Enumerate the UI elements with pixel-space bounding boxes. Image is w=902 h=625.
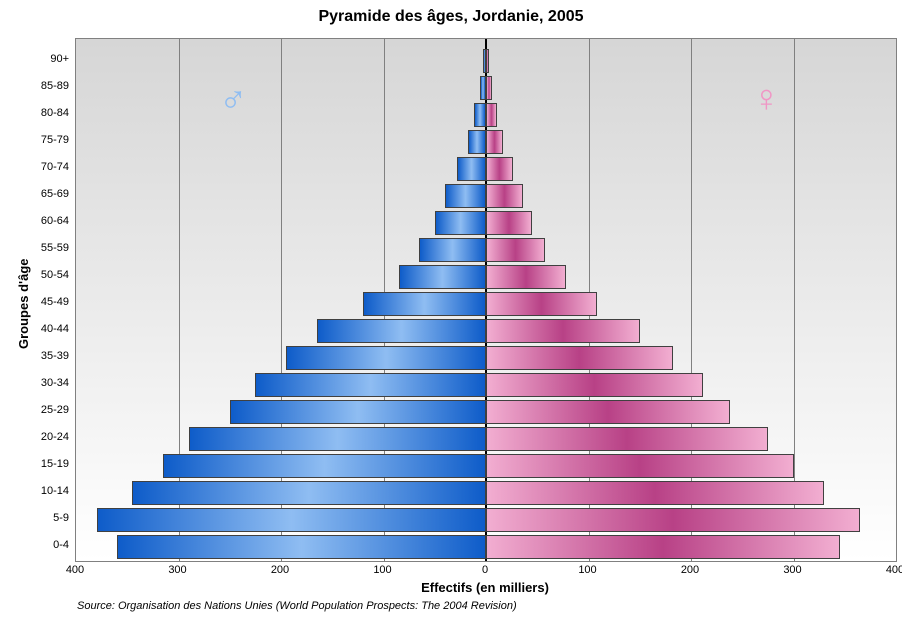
bar-row: [76, 400, 896, 424]
bar-row: [76, 535, 896, 559]
male-bar: [132, 481, 486, 505]
female-bar: [486, 427, 768, 451]
male-bar: [163, 454, 486, 478]
x-tick-label: 200: [260, 564, 300, 576]
female-bar: [486, 157, 513, 181]
bar-row: [76, 157, 896, 181]
female-bar: [486, 238, 545, 262]
x-tick-label: 100: [568, 564, 608, 576]
male-bar: [474, 103, 486, 127]
y-tick-label: 65-69: [25, 188, 69, 200]
male-bar: [189, 427, 486, 451]
bar-row: [76, 130, 896, 154]
male-bar: [468, 130, 486, 154]
x-axis-label: Effectifs (en milliers): [75, 580, 895, 595]
female-bar: [486, 481, 824, 505]
y-tick-label: 50-54: [25, 269, 69, 281]
x-tick-label: 200: [670, 564, 710, 576]
y-tick-label: 55-59: [25, 242, 69, 254]
bar-row: [76, 454, 896, 478]
bar-row: [76, 211, 896, 235]
chart-title: Pyramide des âges, Jordanie, 2005: [0, 8, 902, 26]
y-tick-label: 60-64: [25, 215, 69, 227]
female-icon: ♀: [752, 78, 781, 121]
bar-row: [76, 238, 896, 262]
male-bar: [317, 319, 486, 343]
y-tick-label: 0-4: [25, 539, 69, 551]
y-tick-label: 90+: [25, 53, 69, 65]
female-bar: [486, 454, 794, 478]
bar-row: [76, 346, 896, 370]
male-bar: [230, 400, 486, 424]
x-tick-label: 300: [158, 564, 198, 576]
female-bar: [486, 319, 640, 343]
y-tick-label: 15-19: [25, 458, 69, 470]
female-bar: [486, 373, 703, 397]
male-bar: [435, 211, 486, 235]
female-bar: [486, 292, 597, 316]
y-tick-label: 85-89: [25, 80, 69, 92]
x-tick-label: 0: [465, 564, 505, 576]
y-tick-label: 80-84: [25, 107, 69, 119]
y-tick-label: 30-34: [25, 377, 69, 389]
x-tick-label: 400: [55, 564, 95, 576]
y-tick-label: 10-14: [25, 485, 69, 497]
male-bar: [457, 157, 486, 181]
male-bar: [419, 238, 486, 262]
y-tick-label: 40-44: [25, 323, 69, 335]
bar-row: [76, 184, 896, 208]
source-text: Source: Organisation des Nations Unies (…: [77, 600, 517, 612]
bar-row: [76, 427, 896, 451]
male-bar: [117, 535, 486, 559]
bar-row: [76, 292, 896, 316]
female-bar: [486, 508, 860, 532]
male-bar: [445, 184, 486, 208]
female-bar: [486, 76, 492, 100]
x-tick-label: 400: [875, 564, 902, 576]
y-tick-label: 75-79: [25, 134, 69, 146]
bar-row: [76, 508, 896, 532]
female-bar: [486, 265, 566, 289]
male-bar: [363, 292, 486, 316]
y-tick-label: 70-74: [25, 161, 69, 173]
female-bar: [486, 535, 840, 559]
y-tick-label: 45-49: [25, 296, 69, 308]
female-bar: [486, 346, 673, 370]
male-icon: ♂: [219, 78, 248, 121]
x-tick-label: 100: [363, 564, 403, 576]
male-bar: [255, 373, 486, 397]
male-bar: [399, 265, 486, 289]
female-bar: [486, 130, 503, 154]
y-tick-label: 5-9: [25, 512, 69, 524]
bar-row: [76, 481, 896, 505]
female-bar: [486, 211, 532, 235]
male-bar: [286, 346, 486, 370]
female-bar: [486, 49, 489, 73]
x-tick-label: 300: [773, 564, 813, 576]
y-tick-label: 35-39: [25, 350, 69, 362]
bar-row: [76, 265, 896, 289]
male-bar: [97, 508, 487, 532]
bar-row: [76, 319, 896, 343]
bar-row: [76, 373, 896, 397]
bar-row: [76, 49, 896, 73]
y-tick-label: 25-29: [25, 404, 69, 416]
female-bar: [486, 103, 497, 127]
female-bar: [486, 400, 730, 424]
female-bar: [486, 184, 523, 208]
y-tick-label: 20-24: [25, 431, 69, 443]
